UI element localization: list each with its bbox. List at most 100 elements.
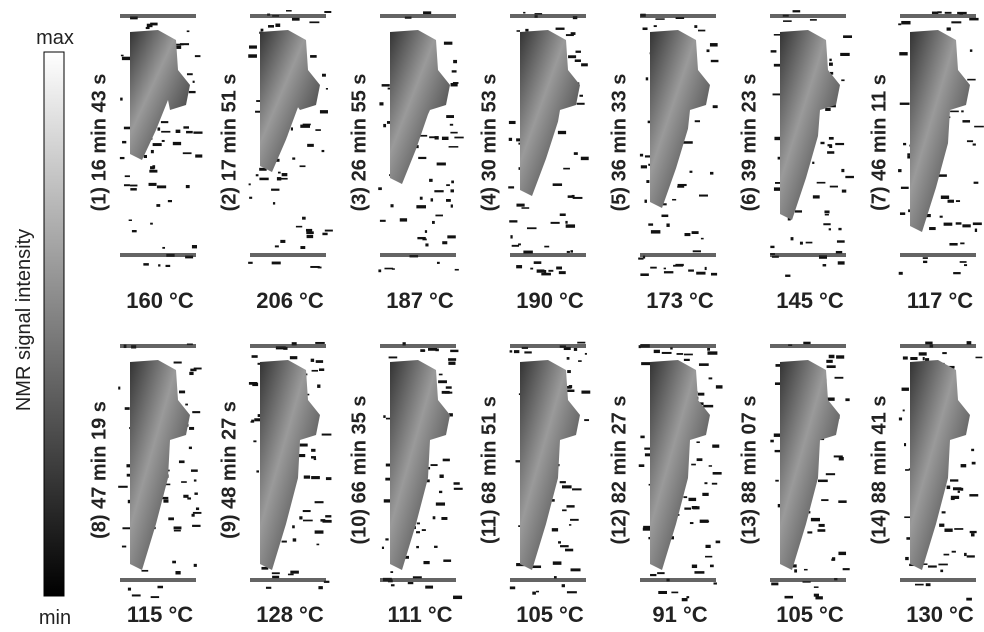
speckle (914, 583, 924, 586)
speckle (160, 496, 169, 500)
speckle (450, 83, 458, 87)
time-label: (13) 88 min 07 s (738, 396, 760, 545)
time-label: (3) 26 min 55 s (348, 74, 370, 212)
speckle (120, 97, 123, 101)
speckle (190, 368, 197, 372)
speckle (838, 227, 842, 231)
speckle (441, 516, 448, 520)
speckle (120, 54, 124, 57)
speckle (960, 464, 967, 468)
speckle (130, 188, 137, 191)
speckle (962, 224, 971, 228)
speckle (689, 522, 694, 525)
noise-band (640, 253, 716, 257)
speckle (508, 137, 513, 141)
speckle (713, 582, 717, 585)
speckle (299, 443, 308, 447)
speckle (684, 233, 691, 237)
speckle (399, 218, 408, 222)
speckle (515, 460, 521, 463)
speckle (248, 382, 258, 385)
speckle (423, 11, 432, 15)
speckle (513, 350, 520, 354)
speckle (774, 382, 785, 385)
speckle (436, 261, 440, 264)
speckle (118, 485, 128, 488)
speckle (773, 63, 783, 67)
speckle (448, 413, 453, 417)
speckle (638, 464, 645, 467)
speckle (436, 162, 446, 166)
speckle (836, 240, 845, 243)
noise-band (510, 14, 586, 18)
speckle (544, 245, 550, 248)
speckle (552, 183, 563, 186)
speckle (385, 538, 389, 541)
speckle (509, 350, 513, 353)
speckle (773, 187, 782, 191)
speckle (309, 21, 320, 24)
speckle (576, 102, 585, 105)
mri-image (248, 341, 332, 590)
speckle (663, 271, 674, 274)
speckle (300, 124, 310, 128)
noise-band (120, 14, 196, 18)
speckle (829, 144, 833, 148)
sample-signal (910, 360, 970, 570)
speckle (816, 181, 826, 184)
speckle (420, 349, 425, 352)
speckle (568, 524, 572, 526)
speckle (696, 441, 700, 444)
speckle (904, 443, 907, 447)
speckle (644, 447, 652, 450)
speckle (448, 358, 457, 361)
speckle (438, 380, 447, 384)
speckle (385, 463, 391, 467)
speckle (967, 78, 976, 81)
speckle (794, 210, 803, 213)
speckle (954, 528, 964, 530)
speckle (451, 70, 457, 73)
panel: (4) 30 min 53 s 190 °C (478, 11, 589, 313)
speckle (248, 183, 251, 186)
speckle (161, 130, 171, 133)
noise-band (900, 344, 976, 348)
speckle (840, 52, 850, 56)
speckle (292, 157, 296, 160)
speckle (450, 189, 454, 193)
speckle (829, 71, 834, 75)
speckle (446, 199, 451, 202)
speckle (556, 266, 563, 270)
speckle (163, 499, 169, 503)
speckle (434, 136, 439, 140)
speckle (568, 385, 573, 389)
speckle (172, 560, 176, 564)
speckle (953, 272, 961, 275)
speckle (553, 576, 557, 579)
speckle (707, 351, 718, 355)
mri-image (638, 13, 719, 276)
speckle (644, 199, 647, 203)
temperature-label: 206 °C (256, 288, 324, 313)
speckle (836, 355, 845, 359)
sample-signal (520, 30, 580, 196)
temperature-label: 190 °C (516, 288, 584, 313)
speckle (974, 125, 984, 128)
speckle (157, 127, 161, 131)
speckle (261, 566, 269, 570)
speckle (803, 568, 808, 571)
speckle (185, 184, 190, 189)
speckle (922, 257, 928, 259)
speckle (524, 351, 532, 354)
speckle (972, 222, 982, 226)
speckle (696, 458, 703, 462)
speckle (704, 266, 707, 271)
speckle (950, 479, 959, 482)
speckle (271, 188, 280, 191)
speckle (947, 199, 954, 203)
speckle (450, 349, 459, 353)
speckle (419, 196, 423, 200)
speckle (842, 568, 850, 571)
speckle (648, 223, 654, 226)
